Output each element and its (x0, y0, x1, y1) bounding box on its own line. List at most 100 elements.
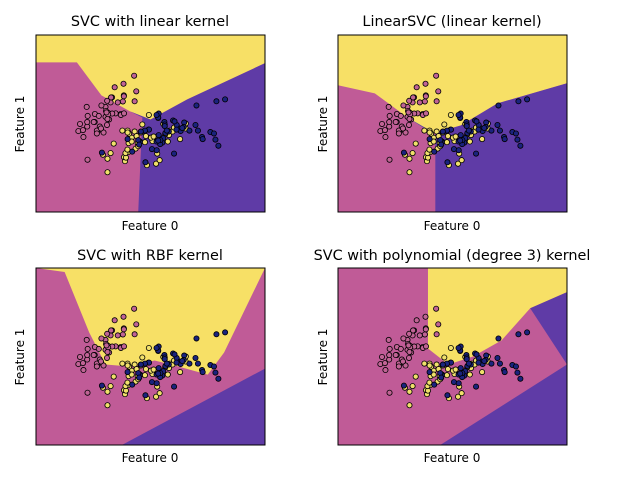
data-point (179, 125, 186, 132)
data-point (444, 392, 451, 399)
data-point (431, 148, 438, 155)
data-point (155, 370, 162, 377)
data-point (439, 128, 446, 135)
data-point (457, 132, 464, 139)
data-point (410, 327, 417, 334)
region-versicolor (36, 268, 265, 375)
data-point (423, 110, 430, 117)
data-point (131, 305, 138, 312)
data-point (447, 111, 454, 118)
data-point (186, 127, 193, 134)
region-virginica (130, 63, 265, 213)
data-point (103, 342, 110, 349)
data-point (120, 326, 127, 333)
data-point (80, 134, 87, 141)
data-point (111, 84, 118, 91)
data-point (133, 321, 140, 328)
data-point (141, 139, 148, 146)
data-point (90, 119, 97, 126)
data-point (222, 96, 229, 103)
data-point (156, 157, 163, 164)
data-point (381, 360, 388, 367)
data-point (156, 390, 163, 397)
data-point (107, 150, 114, 157)
data-point (386, 345, 393, 352)
data-point (119, 98, 126, 105)
data-point (397, 345, 404, 352)
data-point (119, 360, 126, 367)
data-point (412, 373, 419, 380)
data-point (95, 112, 102, 119)
data-point (473, 383, 480, 390)
data-point (452, 133, 459, 140)
data-point (114, 332, 121, 339)
data-point (108, 327, 115, 334)
data-point (142, 366, 149, 373)
data-point (83, 103, 90, 110)
data-point (124, 136, 131, 143)
data-point (433, 72, 440, 79)
data-point (450, 146, 457, 153)
data-point (193, 335, 200, 342)
data-point (77, 353, 84, 360)
data-point (84, 119, 91, 126)
data-point (153, 344, 160, 351)
data-point (455, 393, 462, 400)
data-point (465, 360, 472, 367)
data-point (458, 390, 465, 397)
data-point (435, 321, 442, 328)
data-point (524, 329, 531, 336)
data-point (494, 354, 501, 361)
data-point (98, 382, 105, 389)
data-point (121, 343, 128, 350)
data-point (97, 358, 104, 365)
data-point (382, 367, 389, 374)
data-point (213, 98, 220, 105)
x-axis-label: Feature 0 (122, 219, 179, 233)
data-point (163, 360, 170, 367)
data-point (171, 383, 178, 390)
data-point (473, 150, 480, 157)
data-point (441, 121, 448, 128)
data-point (145, 111, 152, 118)
data-point (79, 360, 86, 367)
axes-frame (35, 34, 266, 213)
data-point (455, 160, 462, 167)
data-point (104, 115, 111, 122)
data-point (171, 351, 178, 358)
data-point (84, 112, 91, 119)
data-point (488, 360, 495, 367)
data-point (443, 372, 450, 379)
data-point (136, 141, 143, 148)
data-point (114, 99, 121, 106)
axes-frame (337, 34, 568, 213)
data-point (95, 345, 102, 352)
subplot-linearsvc: LinearSVC (linear kernel) Feature 0 Feat… (316, 14, 568, 233)
data-point (422, 80, 429, 87)
data-point (150, 133, 157, 140)
data-point (386, 389, 393, 396)
data-point (129, 381, 136, 388)
data-point (84, 389, 91, 396)
data-point (405, 109, 412, 116)
data-point (83, 336, 90, 343)
data-point (495, 335, 502, 342)
data-point (421, 98, 428, 105)
data-point (142, 133, 149, 140)
data-point (455, 111, 462, 118)
y-axis-label: Feature 1 (13, 329, 27, 386)
data-point (386, 119, 393, 126)
data-point (104, 402, 111, 409)
data-point (171, 118, 178, 125)
region-virginica (440, 292, 567, 445)
data-point (426, 362, 433, 369)
data-point (406, 155, 413, 162)
data-point (475, 359, 482, 366)
data-point (416, 99, 423, 106)
data-point (450, 379, 457, 386)
data-point (199, 136, 206, 143)
data-point (93, 130, 100, 137)
data-point (444, 133, 451, 140)
data-point (406, 330, 413, 337)
data-point (435, 88, 442, 95)
